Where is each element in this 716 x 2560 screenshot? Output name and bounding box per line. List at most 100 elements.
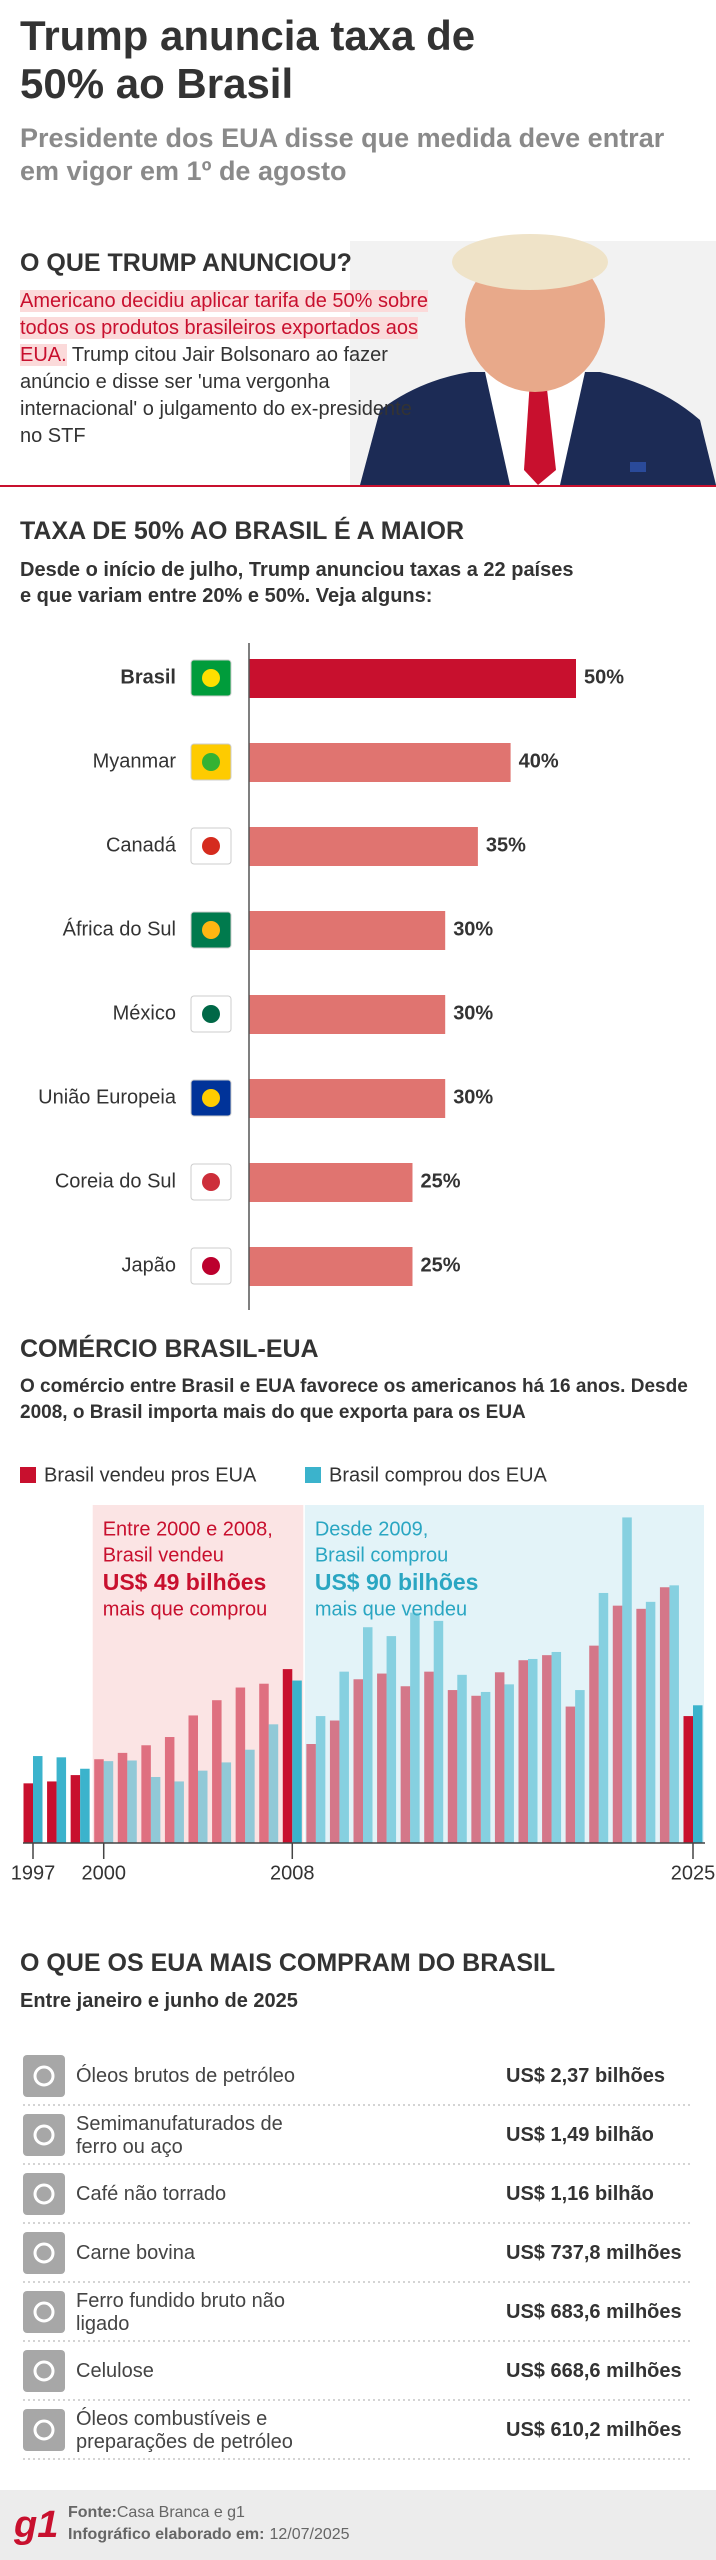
legend-label: Brasil vendeu pros EUA xyxy=(44,1464,257,1486)
category-label: África do Sul xyxy=(63,917,176,940)
bar xyxy=(645,1601,656,1843)
bar xyxy=(683,1716,693,1843)
flag-emblem xyxy=(202,753,220,771)
legend-swatch xyxy=(305,1467,321,1483)
flag-emblem xyxy=(202,1089,220,1107)
bar xyxy=(249,827,478,866)
source-text: Casa Branca e g1 xyxy=(117,2504,245,2521)
bar xyxy=(306,1744,316,1843)
item-name: Celulose xyxy=(76,2360,154,2382)
item-name: Óleos brutos de petróleo xyxy=(76,2065,296,2087)
bar xyxy=(249,1163,413,1202)
source: Fonte:Casa Branca e g1 xyxy=(68,2504,245,2521)
bar xyxy=(612,1605,623,1843)
annotation-text: US$ 90 bilhões xyxy=(315,1569,479,1595)
x-tick-label: 2000 xyxy=(81,1862,126,1884)
value-label: 25% xyxy=(421,1254,461,1276)
flag-emblem xyxy=(202,837,220,855)
bar xyxy=(268,1724,279,1843)
item-value: US$ 737,8 milhões xyxy=(506,2242,682,2264)
intro-body: Trump citou Jair Bolsonaro ao fazer anún… xyxy=(20,344,412,447)
bar xyxy=(23,1783,33,1843)
bar xyxy=(504,1684,514,1843)
bar xyxy=(235,1687,246,1843)
annotation-text: mais que vendeu xyxy=(315,1598,467,1620)
item-name: Ferro fundido bruto não ligado xyxy=(76,2289,286,2335)
flag-emblem xyxy=(202,1173,220,1191)
bar xyxy=(80,1768,90,1843)
annotation-text: mais que comprou xyxy=(103,1598,268,1620)
flag-emblem xyxy=(202,1257,220,1275)
category-label: Myanmar xyxy=(93,750,177,772)
bar xyxy=(565,1706,576,1843)
bar xyxy=(33,1756,43,1843)
bar xyxy=(329,1720,340,1843)
item-value: US$ 1,49 bilhão xyxy=(506,2124,654,2146)
table-subtitle: Entre janeiro e junho de 2025 xyxy=(20,1990,298,2012)
item-value: US$ 2,37 bilhões xyxy=(506,2065,665,2087)
chart-title: COMÉRCIO BRASIL-EUA xyxy=(20,1335,319,1363)
date-text: 12/07/2025 xyxy=(269,2526,349,2543)
bar xyxy=(141,1745,151,1843)
category-label: Japão xyxy=(122,1254,177,1276)
bar xyxy=(249,659,576,698)
bar xyxy=(528,1658,538,1843)
item-name: Café não torrado xyxy=(76,2183,227,2205)
bar xyxy=(589,1645,599,1843)
bar xyxy=(622,1517,632,1843)
bar xyxy=(693,1705,703,1843)
x-tick-label: 2025 xyxy=(671,1862,716,1884)
bar xyxy=(56,1757,67,1843)
chart-title: TAXA DE 50% AO BRASIL É A MAIOR xyxy=(20,517,465,545)
flag-emblem xyxy=(202,669,220,687)
value-label: 30% xyxy=(453,918,493,940)
annotation-text: Desde 2009, xyxy=(315,1518,428,1540)
bar xyxy=(259,1683,269,1843)
flag-emblem xyxy=(202,921,220,939)
bar xyxy=(339,1671,349,1843)
table-heading: O QUE OS EUA MAIS COMPRAM DO BRASIL xyxy=(20,1949,556,1977)
bar xyxy=(410,1612,420,1843)
icon xyxy=(23,2409,65,2451)
annotation-text: Entre 2000 e 2008, xyxy=(103,1518,273,1540)
bar xyxy=(117,1752,128,1843)
bar xyxy=(150,1777,161,1843)
item-name: Semimanufaturados de ferro ou aço xyxy=(76,2112,283,2158)
bar xyxy=(659,1587,670,1843)
value-label: 30% xyxy=(453,1002,493,1024)
bar xyxy=(447,1690,458,1843)
value-label: 40% xyxy=(519,750,559,772)
title: Trump anuncia taxa de 50% ao Brasil xyxy=(20,12,476,107)
bar xyxy=(127,1760,137,1843)
icon-glyph xyxy=(33,2360,55,2382)
item-value: US$ 1,16 bilhão xyxy=(506,2183,654,2205)
bar xyxy=(249,743,511,782)
bar xyxy=(377,1673,387,1843)
bar xyxy=(669,1585,679,1843)
bar xyxy=(47,1781,57,1843)
bar xyxy=(386,1636,397,1843)
bar xyxy=(164,1737,175,1843)
icon-glyph xyxy=(33,2065,55,2087)
bar xyxy=(292,1680,302,1843)
bar xyxy=(494,1672,505,1843)
bar xyxy=(542,1655,552,1843)
category-label: Coreia do Sul xyxy=(55,1170,176,1192)
chart-subtitle: O comércio entre Brasil e EUA favorece o… xyxy=(20,1376,688,1423)
annotation-text: US$ 49 bilhões xyxy=(103,1569,267,1595)
bar xyxy=(212,1700,222,1843)
icon xyxy=(23,2350,65,2392)
icon-glyph xyxy=(33,2301,55,2323)
value-label: 50% xyxy=(584,666,624,688)
bar xyxy=(518,1660,528,1843)
bar xyxy=(400,1686,411,1843)
bar xyxy=(363,1627,373,1843)
category-label: Brasil xyxy=(120,666,176,688)
bar xyxy=(245,1749,255,1843)
bar xyxy=(94,1759,104,1843)
icon-glyph xyxy=(33,2124,55,2146)
bar xyxy=(249,1079,446,1118)
annotation-text: Brasil comprou xyxy=(315,1544,448,1566)
bar xyxy=(598,1592,609,1843)
icon xyxy=(23,2055,65,2097)
